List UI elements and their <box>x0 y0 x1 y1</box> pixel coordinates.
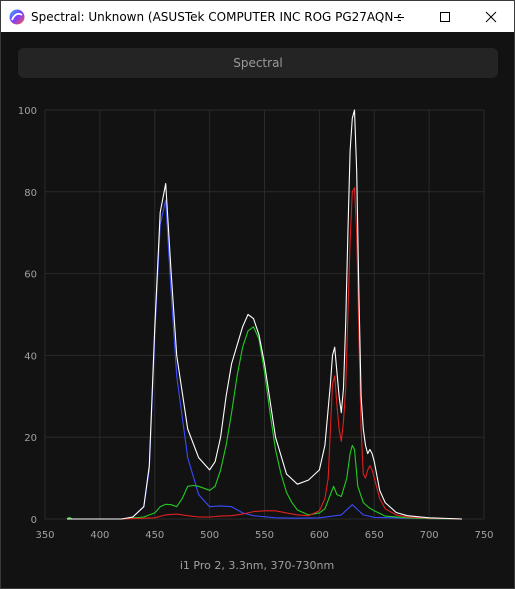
title-bar[interactable]: Spectral: Unknown (ASUSTek COMPUTER INC … <box>1 1 514 32</box>
y-tick-label: 100 <box>18 106 37 117</box>
maximize-button[interactable] <box>422 1 468 32</box>
x-tick-label: 700 <box>420 530 439 541</box>
x-tick-label: 450 <box>145 530 164 541</box>
chart-grid <box>44 109 485 520</box>
x-tick-label: 500 <box>200 530 219 541</box>
x-tick-label: 400 <box>90 530 109 541</box>
y-tick-label: 20 <box>24 433 37 444</box>
series-line-3 <box>67 109 463 520</box>
spectral-button[interactable]: Spectral <box>18 48 498 78</box>
x-axis-label: i1 Pro 2, 3.3nm, 370-730nm <box>180 559 334 572</box>
y-tick-label: 0 <box>31 515 37 526</box>
series-line-1 <box>66 326 463 520</box>
x-tick-label: 600 <box>310 530 329 541</box>
spectral-button-label: Spectral <box>233 56 283 70</box>
maximize-icon <box>440 11 450 22</box>
y-tick-label: 80 <box>24 188 37 199</box>
minimize-button[interactable] <box>376 1 422 32</box>
x-tick-label: 750 <box>474 530 493 541</box>
chart-axes: 350 400 450 500 550 600 650 700 750 0 20 40 60 80 100 <box>18 106 494 541</box>
y-tick-label: 40 <box>24 351 37 362</box>
x-tick-label: 650 <box>365 530 384 541</box>
y-tick-label: 60 <box>24 270 37 281</box>
x-tick-label: 550 <box>255 530 274 541</box>
series-line-2 <box>67 187 463 520</box>
window-title: Spectral: Unknown (ASUSTek COMPUTER INC … <box>31 9 401 24</box>
spectral-chart: 350 400 450 500 550 600 650 700 750020406080100 … <box>18 106 494 572</box>
close-icon <box>485 11 497 22</box>
app-logo-icon <box>9 9 25 24</box>
minimize-icon <box>394 16 404 18</box>
chart-series <box>66 109 463 520</box>
close-button[interactable] <box>468 1 514 32</box>
x-tick-label: 350 <box>35 530 54 541</box>
